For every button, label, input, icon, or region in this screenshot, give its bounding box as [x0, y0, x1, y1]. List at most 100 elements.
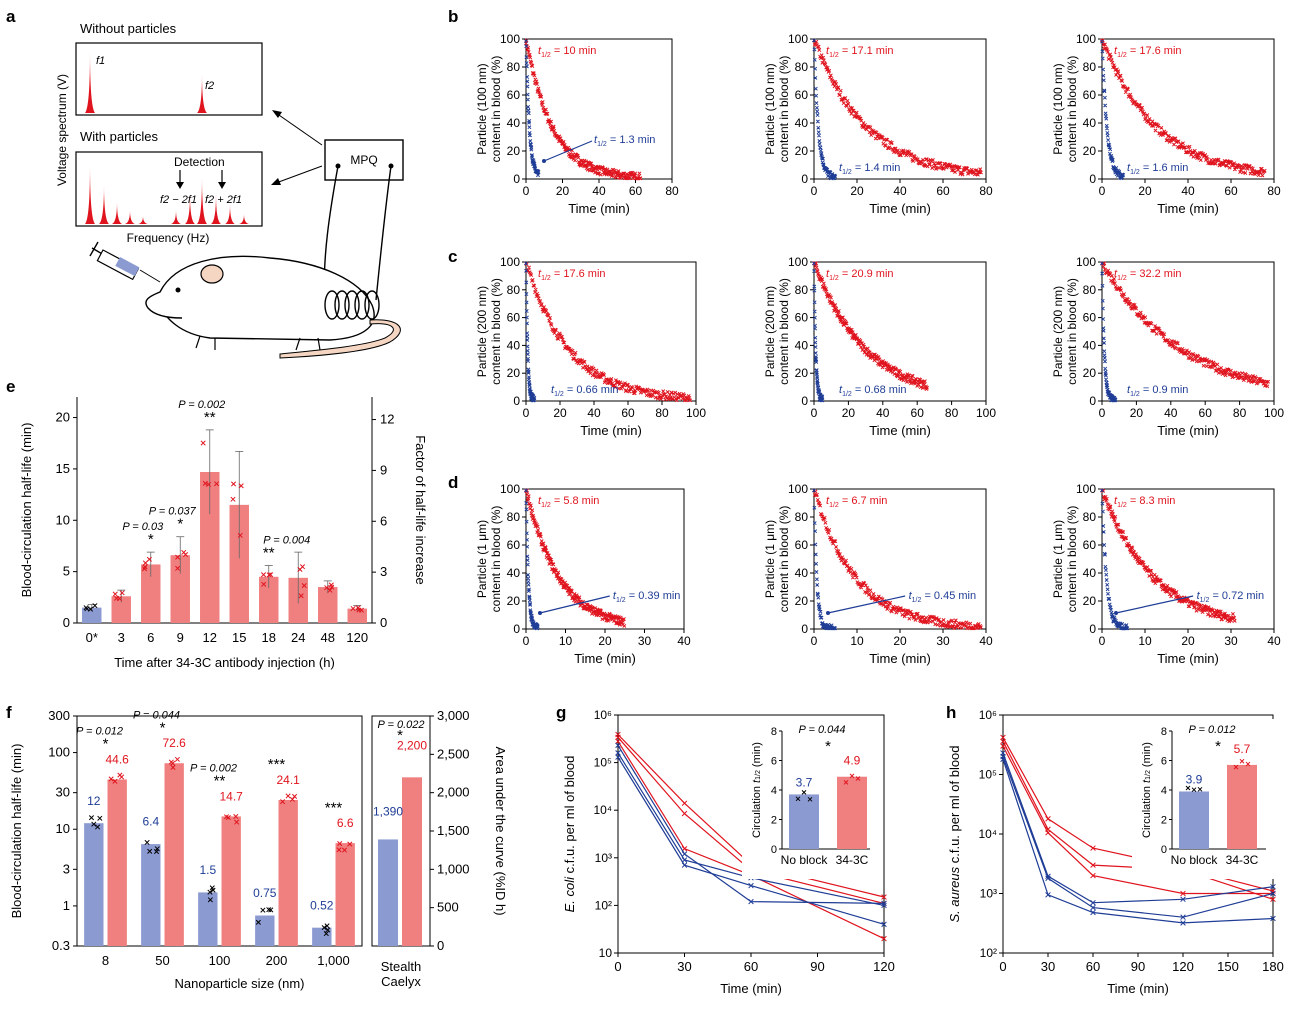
red-halflife-label: t1/2 = 32.2 min	[1114, 268, 1182, 282]
blue-series-marker	[615, 750, 621, 756]
x-tick-label: 20	[556, 184, 570, 198]
replicate-marker	[205, 481, 212, 487]
y-tick-label: 60	[507, 311, 521, 325]
significance-stars: *	[103, 736, 109, 753]
data-markers	[812, 261, 929, 403]
y-tick-label: 40	[795, 566, 809, 580]
y-tick-label: 80	[507, 510, 521, 524]
replicate-marker	[83, 605, 89, 611]
y-tick-label: 40	[507, 338, 521, 352]
y-tick-label: 10⁵	[594, 756, 612, 770]
spectrum-xlabel: Frequency (Hz)	[127, 231, 210, 245]
y2-tick-label: 9	[380, 462, 387, 477]
y2-tick-label: 1,500	[437, 823, 470, 838]
blue-halflife-label: t1/2 = 1.6 min	[1127, 162, 1188, 176]
y-tick-label: 0	[801, 172, 808, 186]
panel-a-schematic: Without particles With particles Voltage…	[55, 21, 404, 359]
y2-tick-label: 6	[380, 513, 387, 528]
replicate-marker	[323, 931, 329, 937]
y-tick-label: 60	[1083, 538, 1097, 552]
wire-node-right	[388, 163, 394, 169]
x-axis-label: Time (min)	[869, 201, 931, 216]
peak-f2-top	[197, 73, 207, 113]
replicate-marker	[119, 590, 125, 596]
y2-tick-label: 12	[380, 412, 394, 427]
replicate-marker	[266, 907, 272, 913]
x-tick-label: 9	[177, 630, 184, 645]
scatter-chart-d1: 0 10 20 30 40 0 20 40 60 80 100 Time (min) Particle …	[475, 482, 691, 666]
y-tick-label: 100	[1076, 32, 1096, 46]
significance-stars: *	[397, 727, 403, 744]
y-axis-label-line2: content in blood (%)	[1065, 506, 1079, 613]
red-series-points	[524, 261, 693, 403]
arrowhead-top-box	[272, 110, 282, 118]
blue-series-marker	[1270, 883, 1276, 890]
inset-replicate	[807, 796, 813, 802]
y-tick-label: 10²	[980, 946, 997, 960]
replicate-marker	[142, 560, 149, 566]
arrow-to-top-box	[275, 112, 323, 146]
replicate-marker	[182, 551, 189, 558]
red-series-marker	[1000, 734, 1006, 741]
x-tick-label: 60	[911, 406, 925, 420]
bar-343c-8	[107, 779, 127, 946]
y-tick-label: 10³	[980, 887, 997, 901]
x-tick-label: 180	[1262, 959, 1284, 974]
x-tick-label: 80	[665, 184, 679, 198]
data-markers	[524, 38, 643, 181]
x-axis-label: Time (min)	[720, 981, 782, 996]
coil-icon	[324, 290, 380, 320]
inset-y-tick-label: 8	[1161, 726, 1167, 738]
y-tick-label: 100	[788, 32, 808, 46]
replicate-marker	[237, 532, 243, 538]
replicate-marker	[97, 815, 103, 821]
inset-stars: *	[825, 738, 831, 755]
y-tick-label: 1	[63, 898, 70, 913]
scatter-chart-b1: 0 20 40 60 80 0 20 40 60 80 100 Time (min) Particle …	[475, 32, 679, 216]
blue-halflife-label: t1/2 = 0.72 min	[1197, 590, 1265, 604]
replicate-marker	[142, 564, 148, 570]
p-value-label: P = 0.022	[378, 719, 425, 731]
red-halflife-label: t1/2 = 17.6 min	[538, 268, 606, 282]
inset-p-value: P = 0.012	[1189, 724, 1236, 736]
y2-axis-label: Area under the curve (%ID h)	[493, 746, 508, 915]
y-tick-label: 20	[1083, 144, 1097, 158]
replicate-marker	[285, 793, 291, 799]
x-tick-label: 30	[1041, 959, 1055, 974]
y-tick-label: 20	[1083, 366, 1097, 380]
replicate-marker	[350, 605, 356, 612]
x-axis-label: Time (min)	[1107, 981, 1169, 996]
caelyx-label: Caelyx	[381, 974, 421, 989]
bar-6	[141, 564, 161, 623]
x-tick-label: 20	[1181, 634, 1195, 648]
x-tick-label: 1,000	[317, 953, 350, 968]
spectrum-ylabel: Voltage spectrum (V)	[55, 74, 69, 186]
x-tick-label: 0	[1099, 406, 1106, 420]
blue-halflife-label: t1/2 = 0.39 min	[613, 590, 681, 604]
mouse-eye	[175, 287, 181, 293]
x-tick-label: 0	[614, 959, 621, 974]
inset-replicate	[1185, 785, 1191, 791]
peak-mixing	[225, 204, 235, 224]
inset-value-label: 3.9	[1186, 772, 1203, 786]
replicate-marker	[91, 821, 97, 827]
red-series-line-2	[617, 736, 885, 904]
y-tick-label: 20	[795, 594, 809, 608]
x-tick-label: 100	[976, 406, 996, 420]
bar-12	[200, 471, 220, 623]
blue-halflife-label: t1/2 = 0.68 min	[839, 384, 907, 398]
replicate-marker	[328, 582, 334, 588]
x-tick-label: 6	[147, 630, 154, 645]
value-label-noblock: 6.4	[142, 815, 159, 829]
y-tick-label: 80	[1083, 510, 1097, 524]
y-tick-label: 15	[56, 461, 70, 476]
replicate-marker	[238, 483, 244, 489]
x-tick-label: 150	[1217, 959, 1239, 974]
red-halflife-label: t1/2 = 10 min	[538, 45, 596, 59]
x-tick-label: 40	[677, 634, 691, 648]
y-tick-label: 20	[507, 594, 521, 608]
y-tick-label: 60	[795, 538, 809, 552]
x-tick-label: 20	[893, 634, 907, 648]
spectrum-title-top: Without particles	[80, 21, 177, 36]
